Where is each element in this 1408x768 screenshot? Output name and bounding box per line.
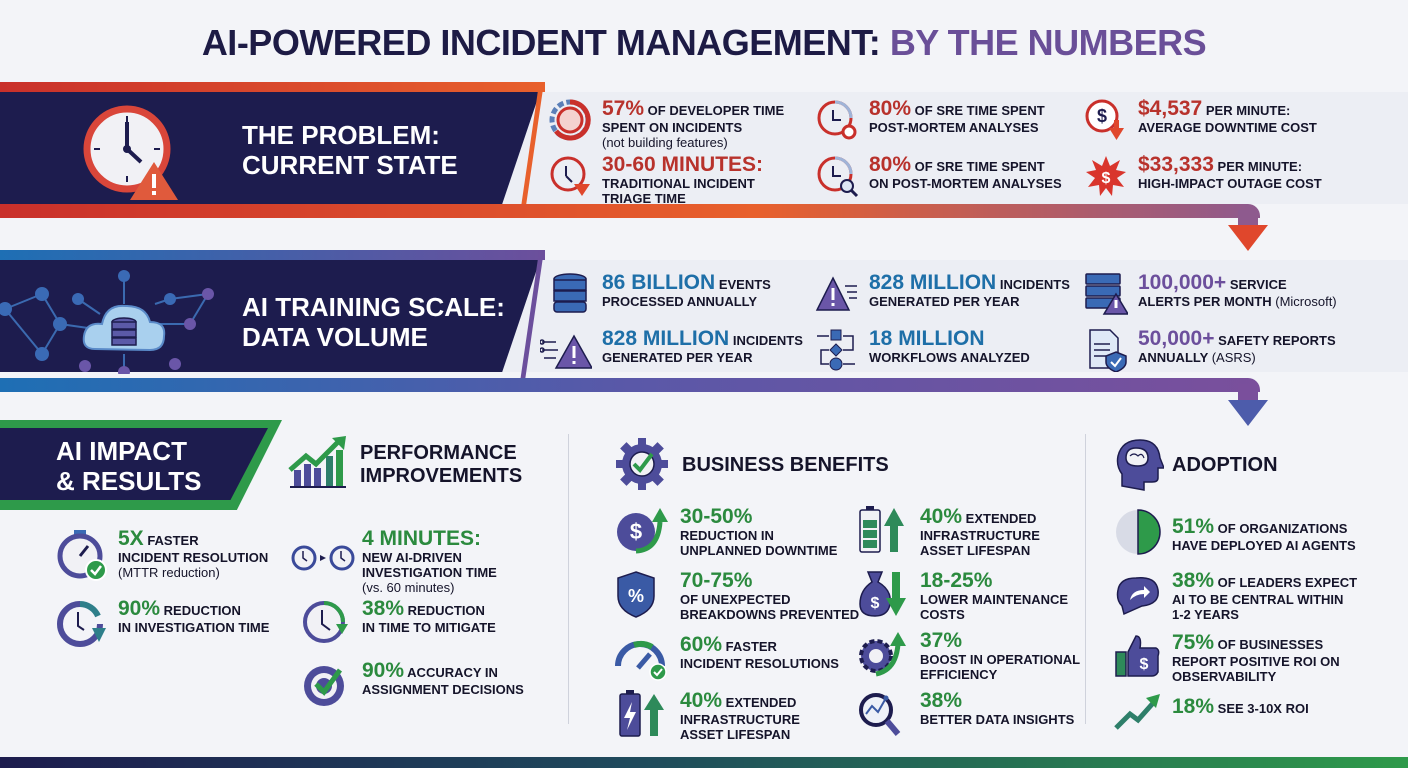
svg-text:$: $ (1102, 170, 1111, 187)
clock-gear-icon (817, 100, 857, 140)
training-band: AI TRAINING SCALE: DATA VOLUME 86 BILLIO… (0, 250, 1408, 426)
business-title: BUSINESS BENEFITS (682, 454, 889, 476)
stat-item: $ 75% OF BUSINESSES REPORT POSITIVE ROI O… (1114, 632, 1340, 684)
gauge-check-icon (615, 640, 667, 681)
server-warning-icon (1085, 273, 1128, 315)
stat-item: 18% SEE 3-10X ROI (1114, 692, 1309, 732)
shield-percent-icon: % (617, 571, 655, 618)
stat-item: 18 MILLION WORKFLOWS ANALYZED (815, 328, 1030, 372)
stat-item: $ $33,333 PER MINUTE: HIGH-IMPACT OUTAGE … (1084, 154, 1322, 198)
clock-warning-icon (83, 105, 178, 200)
stat-item: 37% BOOST IN OPERATIONAL EFFICIENCY (856, 630, 1080, 682)
stat-item: 86 BILLION EVENTS PROCESSED ANNUALLY (548, 272, 771, 316)
impact-header-panel (0, 428, 268, 500)
problem-band: THE PROBLEM: CURRENT STATE 57% OF DEVELO… (0, 82, 1408, 251)
impact-heading: AI IMPACT & RESULTS (56, 436, 202, 496)
svg-text:$: $ (871, 595, 880, 612)
column-divider (1085, 434, 1086, 724)
clock-magnifier-icon (817, 156, 859, 198)
speech-bubble-arrow-icon (1116, 577, 1159, 616)
stat-item: 828 MILLION INCIDENTS GENERATED PER YEAR (815, 272, 1070, 316)
training-heading: AI TRAINING SCALE: DATA VOLUME (242, 292, 505, 352)
title-accent: BY THE NUMBERS (889, 22, 1207, 63)
money-bag-down-icon: $ (859, 571, 906, 617)
stat-item: 100,000+ SERVICE ALERTS PER MONTH (Micros… (1084, 272, 1337, 316)
svg-text:%: % (628, 586, 644, 606)
stat-item: $ $4,537 PER MINUTE: AVERAGE DOWNTIME COS… (1084, 98, 1317, 142)
brain-head-icon (1116, 439, 1164, 491)
stat-item: 38% BETTER DATA INSIGHTS (856, 690, 1074, 738)
stopwatch-check-icon (57, 530, 107, 581)
stat-item: 4 MINUTES: NEW AI-DRIVEN INVESTIGATION TIM… (290, 528, 497, 595)
cloud-database-network-icon (0, 270, 214, 374)
flow-connector (0, 378, 1260, 392)
clock-refresh-icon (303, 601, 348, 643)
battery-up-arrow-icon (859, 506, 904, 553)
half-pie-icon (1116, 509, 1161, 555)
flow-arrow-head (1228, 400, 1268, 426)
target-check-icon (304, 666, 344, 706)
two-clocks-icon (291, 545, 355, 571)
stat-item: 5X FASTER INCIDENT RESOLUTION (MTTR reduct… (54, 528, 268, 582)
dollar-up-arrow-icon: $ (617, 508, 668, 554)
clock-down-arrow-icon (550, 156, 590, 196)
warning-lines-icon (815, 276, 857, 311)
dollar-burst-icon: $ (1086, 156, 1126, 196)
problem-heading: THE PROBLEM: CURRENT STATE (242, 120, 458, 180)
gear-check-icon (616, 438, 668, 490)
stat-item: $ 30-50% REDUCTION IN UNPLANNED DOWNTIME (614, 506, 837, 558)
stat-item: 40% EXTENDED INFRASTRUCTURE ASSET LIFESPAN (614, 690, 800, 742)
trend-up-arrow-icon (1114, 694, 1160, 730)
circuit-warning-icon (540, 334, 592, 369)
clock-cycle-down-icon (57, 601, 106, 647)
stat-item: 60% FASTER INCIDENT RESOLUTIONS (614, 634, 839, 682)
footer-gradient-bar (0, 757, 1408, 768)
stat-item: 38% REDUCTION IN TIME TO MITIGATE (300, 598, 496, 648)
stat-item: % 70-75% OF UNEXPECTED BREAKDOWNS PREVENTE… (614, 570, 859, 622)
flow-arrow-head (1228, 225, 1268, 251)
database-icon (553, 273, 587, 313)
stat-item: 38% OF LEADERS EXPECT AI TO BE CENTRAL WI… (1114, 570, 1357, 622)
stat-item: 50,000+ SAFETY REPORTS ANNUALLY (ASRS) (1084, 328, 1336, 372)
column-divider (568, 434, 569, 724)
stat-item: 57% OF DEVELOPER TIME SPENT ON INCIDENTS(… (548, 98, 784, 150)
stat-item: 51% OF ORGANIZATIONS HAVE DEPLOYED AI AGE… (1114, 508, 1356, 556)
stat-item: $ 18-25% LOWER MAINTENANCE COSTS (856, 570, 1068, 622)
flow-connector (0, 204, 1260, 218)
stat-item: 30-60 MINUTES: TRADITIONAL INCIDENT TRIAGE… (548, 154, 763, 206)
bar-chart-up-arrow-icon (288, 436, 346, 488)
gear-pie-icon (549, 99, 591, 141)
performance-title: PERFORMANCE IMPROVEMENTS (360, 442, 523, 487)
svg-text:$: $ (1140, 656, 1149, 673)
document-shield-icon (1089, 329, 1127, 372)
stat-item: 90% ACCURACY IN ASSIGNMENT DECISIONS (300, 660, 524, 710)
gear-leaf-arrow-icon (859, 632, 906, 677)
workflow-icon (817, 329, 855, 371)
flow-arrow-down-icon (1238, 384, 1258, 404)
svg-text:$: $ (630, 519, 642, 544)
stat-item: 828 MILLION INCIDENTS GENERATED PER YEAR (540, 328, 803, 372)
stat-item: 90% REDUCTION IN INVESTIGATION TIME (54, 598, 269, 652)
title-main: AI-POWERED INCIDENT MANAGEMENT: (201, 22, 881, 63)
stat-item: 80% OF SRE TIME SPENT POST-MORTEM ANALYSE… (815, 98, 1045, 142)
stat-item: 80% OF SRE TIME SPENT ON POST-MORTEM ANAL… (815, 154, 1062, 198)
page-title: AI-POWERED INCIDENT MANAGEMENT: BY THE N… (0, 22, 1408, 64)
battery-bolt-up-icon (619, 690, 664, 737)
adoption-title: ADOPTION (1172, 454, 1278, 476)
magnifier-chart-icon (859, 693, 901, 736)
svg-text:$: $ (1097, 106, 1107, 126)
dollar-down-arrow-icon: $ (1085, 99, 1124, 140)
stat-item: 40% EXTENDED INFRASTRUCTURE ASSET LIFESPAN (856, 506, 1040, 558)
thumbs-up-dollar-icon: $ (1115, 635, 1160, 677)
